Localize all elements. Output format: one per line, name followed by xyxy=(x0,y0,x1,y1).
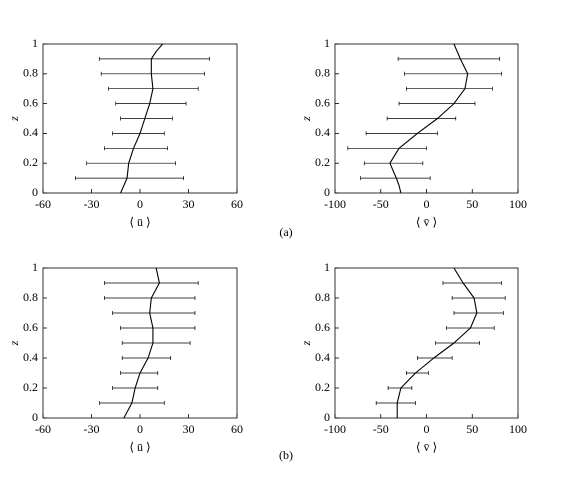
error-bar xyxy=(104,296,196,300)
mean-curve xyxy=(389,43,469,194)
x-tick-label: 100 xyxy=(509,422,527,436)
error-bar xyxy=(100,71,206,76)
error-bar xyxy=(115,101,187,106)
x-tick-label: 60 xyxy=(231,197,243,211)
error-bar xyxy=(451,296,506,300)
x-tick-label: -100 xyxy=(324,422,346,436)
x-axis-label: ⟨ ū ⟩ xyxy=(129,215,150,229)
y-tick-label: 0.6 xyxy=(315,95,330,109)
x-axis-label: ⟨ ū ⟩ xyxy=(129,440,150,454)
y-tick-label: 0.8 xyxy=(315,66,330,80)
x-tick-label: 0 xyxy=(424,422,430,436)
y-tick-label: 0.8 xyxy=(23,290,38,304)
x-tick-label: 0 xyxy=(137,197,143,211)
x-tick-label: -30 xyxy=(84,422,100,436)
error-bar xyxy=(121,341,191,345)
error-bar xyxy=(112,131,165,136)
mean-curve xyxy=(120,43,164,194)
y-tick-label: 0.2 xyxy=(315,155,330,169)
error-bar xyxy=(386,116,457,121)
error-bar xyxy=(74,176,184,181)
x-tick-label: -100 xyxy=(324,197,346,211)
error-bar xyxy=(104,146,168,151)
y-axis-label: z xyxy=(7,116,21,122)
y-tick-label: 0.6 xyxy=(23,95,38,109)
y-tick-label: 0.4 xyxy=(315,125,330,139)
y-tick-label: 0.4 xyxy=(23,125,38,139)
error-bar xyxy=(365,131,438,136)
y-tick-label: 1 xyxy=(324,260,330,274)
axes-box xyxy=(334,267,519,419)
y-tick-label: 0 xyxy=(32,410,38,424)
x-tick-label: 0 xyxy=(137,422,143,436)
error-bar xyxy=(112,311,196,315)
error-bar xyxy=(99,56,210,61)
y-tick-label: 0.6 xyxy=(315,320,330,334)
y-tick-label: 0.2 xyxy=(23,380,38,394)
x-tick-label: 50 xyxy=(466,422,478,436)
error-bar xyxy=(86,161,176,166)
error-bar xyxy=(453,311,504,315)
y-tick-label: 1 xyxy=(32,260,38,274)
y-tick-label: 0 xyxy=(324,185,330,199)
mean-curve xyxy=(396,267,478,418)
x-tick-label: 60 xyxy=(231,422,243,436)
x-tick-label: 100 xyxy=(509,197,527,211)
y-tick-label: 0.4 xyxy=(315,350,330,364)
y-axis-label: z xyxy=(299,116,313,122)
error-bar xyxy=(398,101,476,106)
x-tick-label: -50 xyxy=(373,422,389,436)
y-tick-label: 1 xyxy=(32,36,38,50)
y-tick-label: 0.8 xyxy=(23,66,38,80)
error-bar xyxy=(406,371,429,375)
error-bar xyxy=(442,281,502,285)
y-tick-label: 0.2 xyxy=(315,380,330,394)
x-tick-label: 30 xyxy=(183,197,195,211)
x-tick-label: -60 xyxy=(35,422,51,436)
caption: (b) xyxy=(279,448,293,462)
error-bar xyxy=(360,176,431,181)
x-tick-label: 0 xyxy=(424,197,430,211)
error-bar xyxy=(120,116,173,121)
x-axis-label: ⟨ v̄ ⟩ xyxy=(416,215,437,229)
caption: (a) xyxy=(279,225,292,239)
y-tick-label: 0.6 xyxy=(23,320,38,334)
error-bar xyxy=(375,401,416,405)
y-tick-label: 0.8 xyxy=(315,290,330,304)
x-tick-label: 30 xyxy=(183,422,195,436)
error-bar xyxy=(387,386,413,390)
x-axis-label: ⟨ v̄ ⟩ xyxy=(416,440,437,454)
error-bar xyxy=(121,356,172,360)
error-bar xyxy=(120,371,159,375)
y-tick-label: 1 xyxy=(324,36,330,50)
y-tick-label: 0 xyxy=(32,185,38,199)
error-bar xyxy=(397,56,501,61)
x-tick-label: 50 xyxy=(466,197,478,211)
error-bar xyxy=(404,71,502,76)
error-bar xyxy=(120,326,196,330)
x-tick-label: -50 xyxy=(373,197,389,211)
y-axis-label: z xyxy=(7,340,21,346)
y-tick-label: 0.2 xyxy=(23,155,38,169)
mean-curve xyxy=(123,267,160,419)
error-bar xyxy=(406,86,493,91)
y-axis-label: z xyxy=(299,340,313,346)
y-tick-label: 0 xyxy=(324,410,330,424)
error-bar xyxy=(435,341,480,345)
error-bar xyxy=(347,146,427,151)
error-bar xyxy=(104,281,199,285)
x-tick-label: -30 xyxy=(84,197,100,211)
error-bar xyxy=(363,161,424,166)
x-tick-label: -60 xyxy=(35,197,51,211)
y-tick-label: 0.4 xyxy=(23,350,38,364)
